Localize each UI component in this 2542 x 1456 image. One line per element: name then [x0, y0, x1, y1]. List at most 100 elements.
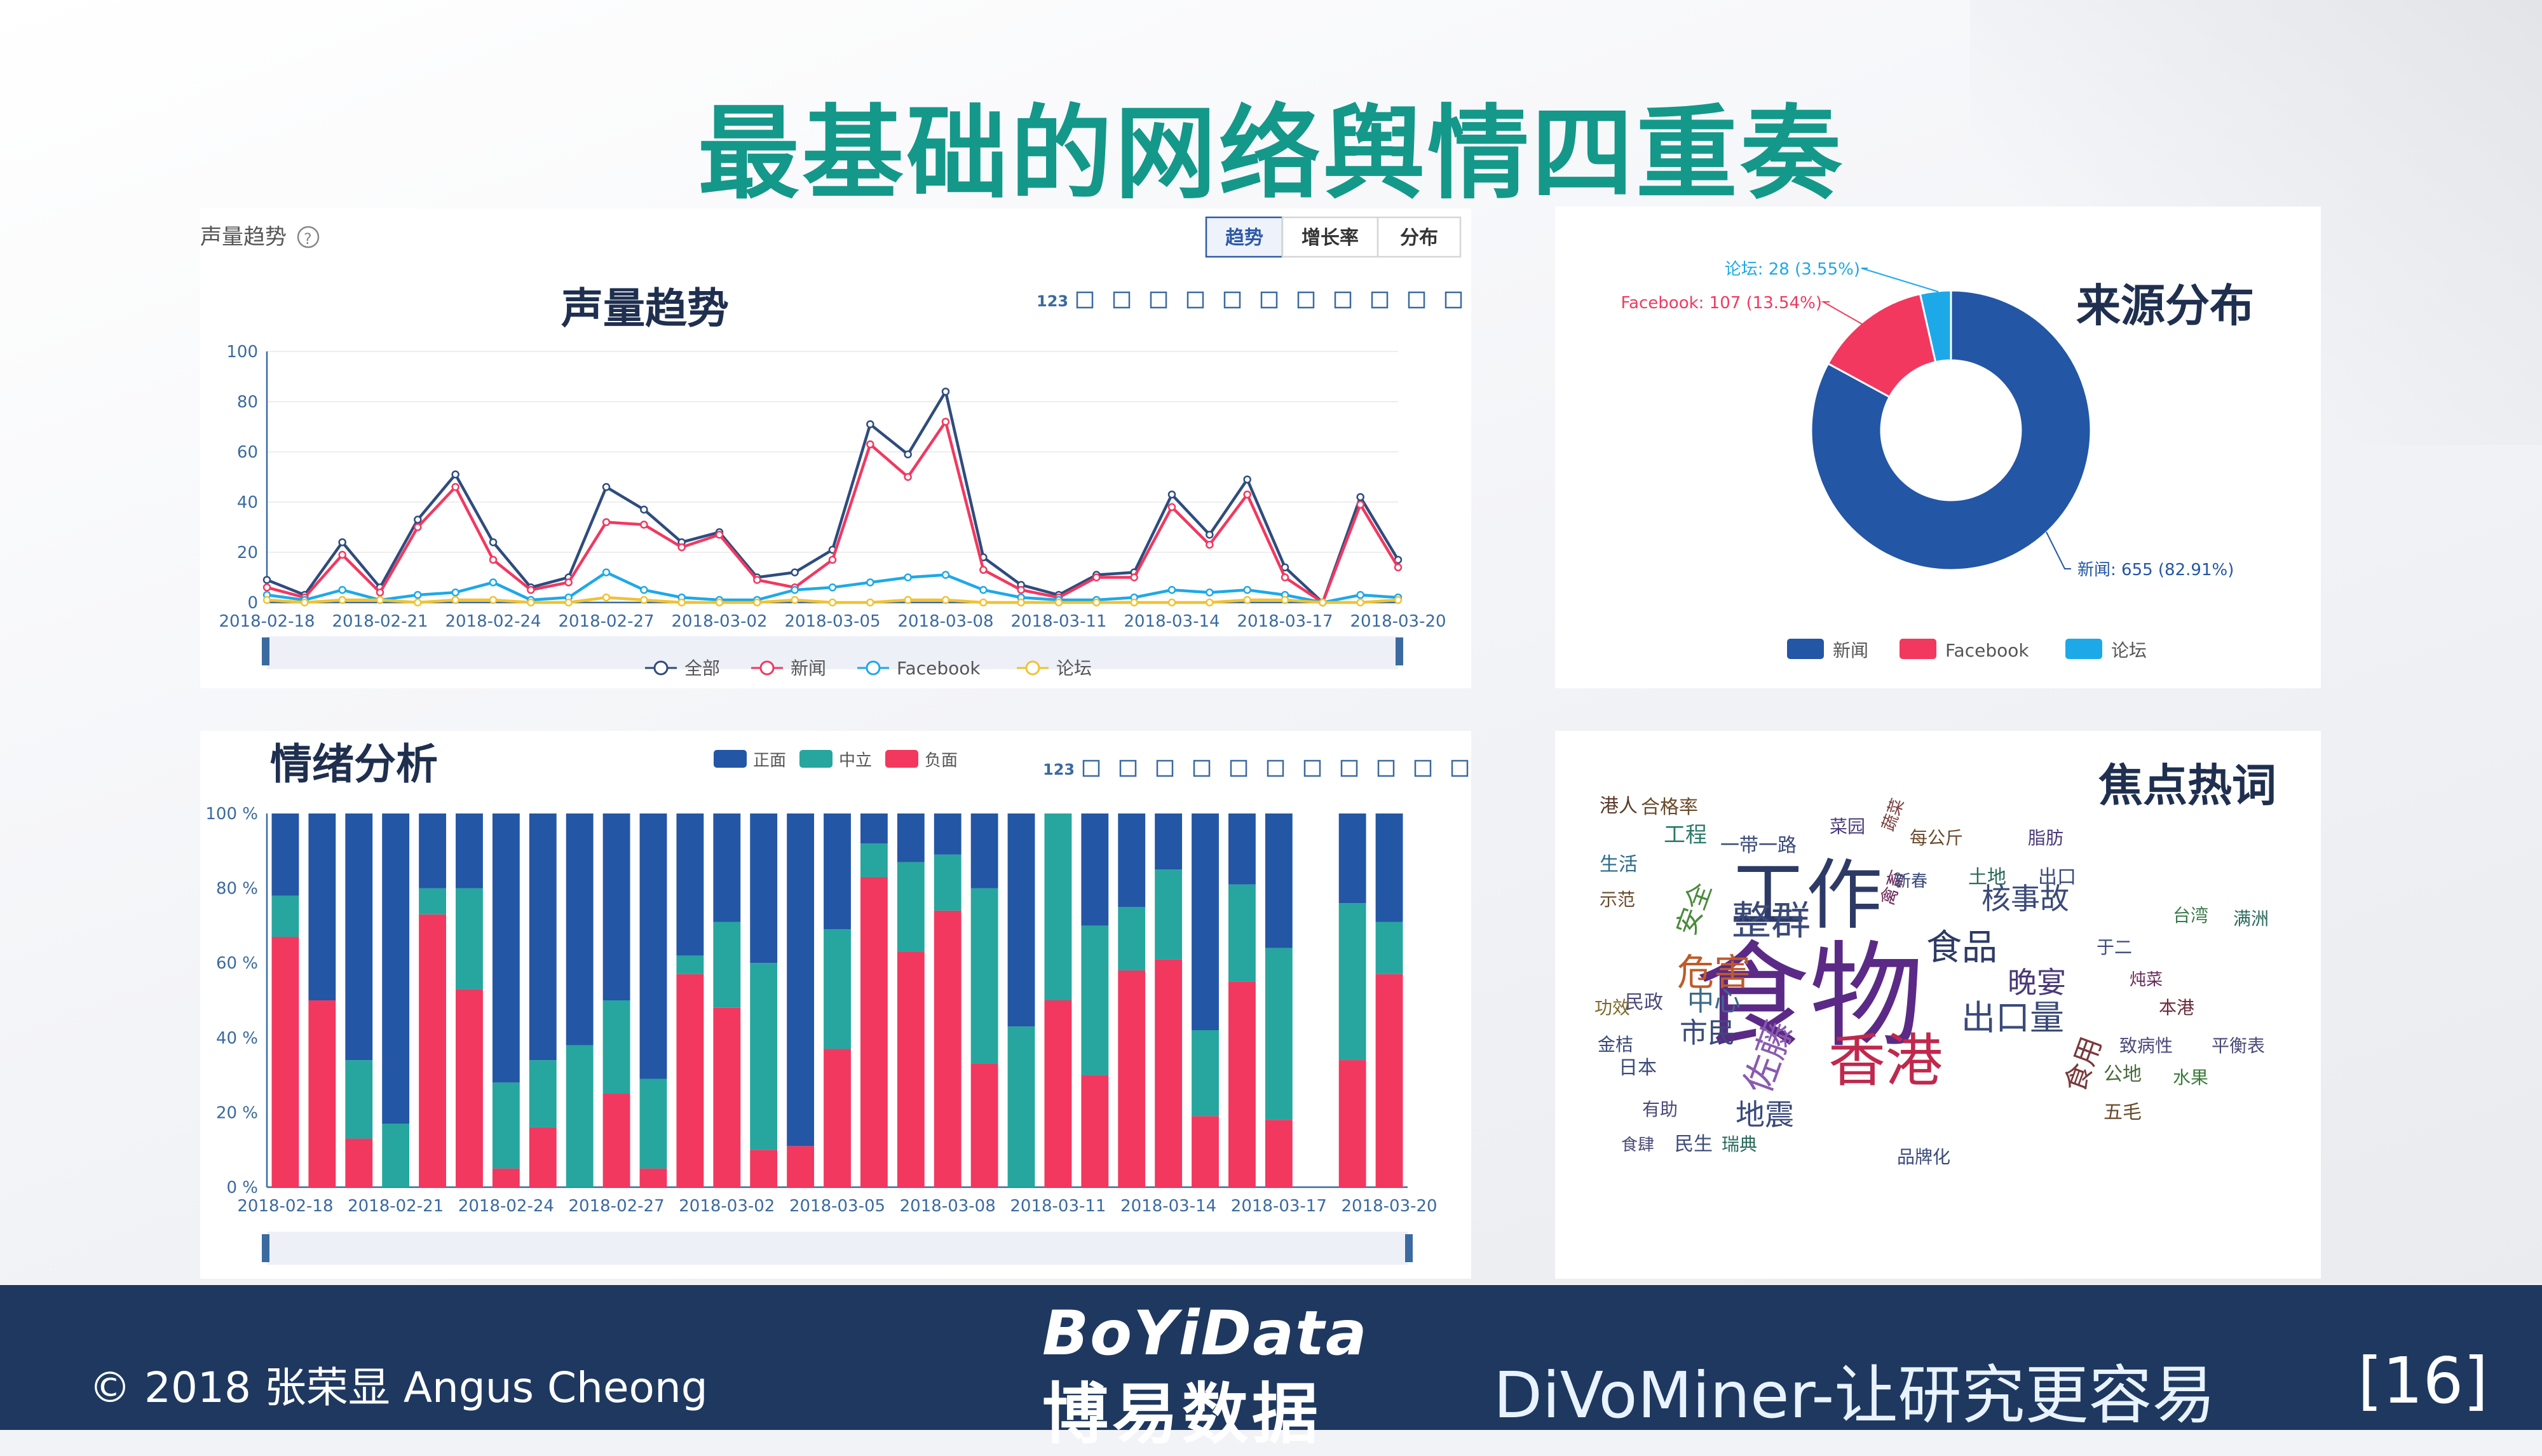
bar-chart-icon[interactable]	[1303, 759, 1321, 777]
marker-icon[interactable]	[1113, 291, 1131, 309]
data-point	[1167, 598, 1176, 607]
legend-item-负面[interactable]: 负面	[885, 750, 958, 770]
tile-icon[interactable]	[1371, 291, 1389, 309]
word-term: 水果	[2173, 1067, 2208, 1088]
doc-icon[interactable]	[1076, 291, 1094, 309]
data-point	[602, 518, 611, 526]
bar-segment-正面	[1118, 813, 1146, 907]
pie-label: 新闻: 655 (82.91%)	[2077, 561, 2234, 580]
doc-icon[interactable]	[1082, 759, 1100, 777]
help-icon[interactable]	[297, 226, 320, 248]
pie-slice-Facebook[interactable]	[1826, 292, 1937, 398]
legend-item-新闻[interactable]: 新闻	[1787, 639, 1868, 661]
data-point	[677, 598, 686, 607]
line-chart-icon[interactable]	[1260, 291, 1278, 309]
tab-2[interactable]: 分布	[1376, 216, 1462, 258]
x-tick-label: 2018-02-27	[569, 1197, 665, 1216]
bar-segment-中立	[492, 1082, 520, 1169]
bar-chart-icon[interactable]	[1297, 291, 1315, 309]
data-point	[1054, 598, 1063, 607]
cross-icon[interactable]	[1150, 291, 1167, 309]
legend-label: 新闻	[791, 658, 826, 679]
legend-swatch	[1787, 639, 1824, 659]
bar-segment-负面	[1338, 1060, 1366, 1187]
bar-segment-正面	[1375, 813, 1403, 922]
legend-item-Facebook[interactable]: Facebook	[857, 658, 981, 679]
crop-icon[interactable]	[1186, 291, 1204, 309]
legend-item-中立[interactable]: 中立	[799, 750, 872, 770]
stack-icon[interactable]	[1334, 291, 1352, 309]
word-term: 五毛	[2104, 1101, 2142, 1124]
zoom-handle-right[interactable]	[1396, 637, 1403, 665]
zoom-handle-left[interactable]	[262, 1234, 269, 1262]
data-point	[1356, 598, 1364, 607]
cross-icon-glyph	[1156, 759, 1174, 777]
word-term: 每公斤	[1910, 827, 1963, 848]
pie-slice-论坛[interactable]	[1919, 289, 1952, 364]
refresh-icon[interactable]	[1408, 291, 1425, 309]
word-term: 土地	[1968, 866, 2006, 888]
bar-segment-正面	[382, 813, 410, 1124]
line-chart-icon[interactable]	[1267, 759, 1284, 777]
x-tick-label: 2018-02-18	[219, 612, 315, 631]
bar-segment-负面	[529, 1127, 557, 1187]
data-point	[451, 483, 459, 491]
download-icon[interactable]	[1444, 291, 1462, 309]
bar-segment-负面	[308, 1000, 336, 1187]
doc-icon-glyph	[1076, 291, 1094, 309]
data-point	[1394, 595, 1403, 604]
bar-segment-中立	[713, 922, 741, 1008]
crop-back-icon[interactable]	[1230, 759, 1247, 777]
word-term: 本港	[2159, 997, 2194, 1018]
zoom-handle-left[interactable]	[262, 637, 269, 665]
marker-icon[interactable]	[1119, 759, 1137, 777]
tile-icon[interactable]	[1377, 759, 1395, 777]
tab-box[interactable]	[1376, 216, 1462, 258]
tab-1[interactable]: 增长率	[1281, 216, 1379, 258]
data-point	[753, 598, 761, 607]
number-format-icon[interactable]: 123	[1037, 292, 1068, 310]
x-tick-label: 2018-03-02	[671, 612, 767, 631]
brand-logo-en: BoYiData	[1042, 1298, 1368, 1369]
help-icon-glyph: ?	[304, 230, 312, 248]
zoom-handle-right[interactable]	[1405, 1234, 1413, 1262]
data-point	[866, 440, 874, 449]
bar-segment-负面	[456, 989, 483, 1187]
tab-0[interactable]: 趋势	[1205, 216, 1284, 258]
x-tick-label: 2018-02-21	[348, 1197, 444, 1216]
emotion-analysis-chart: 情绪分析 正面 中立 负面 123 0 % 20 % 40 % 60 % 80 % 100 % 201…	[205, 740, 1469, 1265]
y-tick-label: 60 %	[216, 954, 258, 973]
word-major: 工作	[1730, 852, 1882, 940]
zoom-slider-track[interactable]	[267, 1232, 1408, 1265]
refresh-icon[interactable]	[1414, 759, 1432, 777]
data-point	[451, 588, 459, 597]
word-term: 一带一路	[1720, 834, 1797, 857]
chart-title: 情绪分析	[270, 740, 438, 789]
word-term: 食品	[1926, 927, 1997, 969]
tab-box[interactable]	[1281, 216, 1379, 258]
word-term: 满洲	[2233, 908, 2269, 929]
data-point	[564, 598, 573, 607]
tab-box[interactable]	[1205, 216, 1284, 258]
legend-item-正面[interactable]: 正面	[714, 750, 786, 770]
legend-item-论坛[interactable]: 论坛	[2065, 639, 2147, 661]
pie-slice-新闻[interactable]	[1810, 289, 2092, 571]
legend-item-Facebook[interactable]: Facebook	[1900, 639, 2029, 661]
bar-segment-中立	[1375, 922, 1403, 974]
crop-icon[interactable]	[1193, 759, 1211, 777]
data-point	[262, 595, 271, 604]
legend-label: 正面	[753, 751, 786, 770]
legend-item-全部[interactable]: 全部	[645, 658, 720, 679]
bar-segment-负面	[750, 1150, 778, 1187]
stack-icon[interactable]	[1340, 759, 1358, 777]
legend-item-论坛[interactable]: 论坛	[1017, 658, 1092, 679]
legend-item-新闻[interactable]: 新闻	[751, 658, 826, 679]
crop-back-icon[interactable]	[1223, 291, 1241, 309]
download-icon[interactable]	[1451, 759, 1469, 777]
number-format-icon[interactable]: 123	[1043, 761, 1075, 779]
data-point	[338, 550, 346, 559]
zoom-slider-track[interactable]	[267, 636, 1398, 669]
data-point	[564, 578, 573, 587]
cross-icon[interactable]	[1156, 759, 1174, 777]
bar-segment-正面	[934, 813, 962, 855]
